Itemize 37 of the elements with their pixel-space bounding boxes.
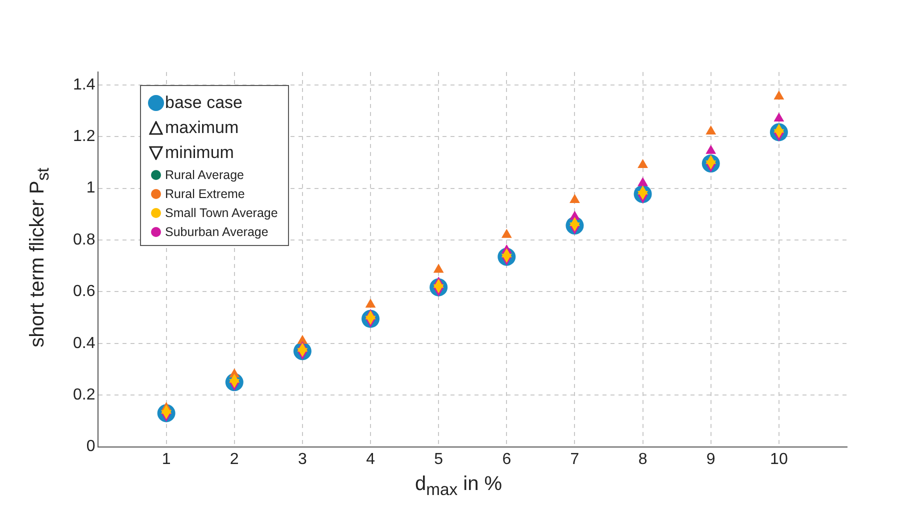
y-tick-label: 1 (86, 180, 96, 197)
y-tick-label: 0.4 (72, 334, 96, 352)
point (774, 90, 784, 100)
x-tick-label: 4 (366, 450, 376, 468)
point (297, 334, 308, 344)
y-tick-label: 0.8 (72, 231, 96, 248)
x-tick-label: 10 (770, 450, 788, 468)
y-tick-label: 0 (86, 438, 96, 456)
point (570, 194, 580, 203)
x-tick-label: 2 (230, 450, 239, 468)
x-tick-label: 7 (570, 450, 580, 468)
point (706, 125, 716, 134)
x-tick-label: 5 (434, 450, 444, 468)
point (501, 228, 512, 238)
point (774, 112, 784, 122)
x-tick-label: 8 (638, 450, 648, 468)
annotation: maximum (165, 118, 239, 138)
point (433, 264, 444, 273)
point (638, 159, 648, 168)
x-axis-title: d$_{max}$ in % (414, 473, 504, 500)
x-tick-label: 3 (298, 450, 307, 468)
x-tick-label: 9 (706, 450, 716, 468)
y-tick-label: 1.4 (72, 76, 96, 94)
point (365, 298, 376, 308)
legend-label: Rural Average (165, 168, 244, 182)
x-tick-label: 1 (162, 450, 171, 468)
point (706, 144, 716, 154)
legend-label: Small Town Average (165, 206, 278, 220)
legend-label: Suburban Average (165, 224, 268, 238)
legend-label: Rural Extreme (165, 186, 245, 200)
annotation: minimum (165, 142, 234, 162)
y-tick-label: 1.2 (72, 128, 96, 146)
point (638, 177, 648, 186)
y-tick-label: 0.2 (72, 386, 96, 404)
y-tick-label: 0.6 (72, 283, 96, 300)
legend-label: base case (165, 92, 242, 112)
x-tick-label: 6 (502, 450, 512, 468)
